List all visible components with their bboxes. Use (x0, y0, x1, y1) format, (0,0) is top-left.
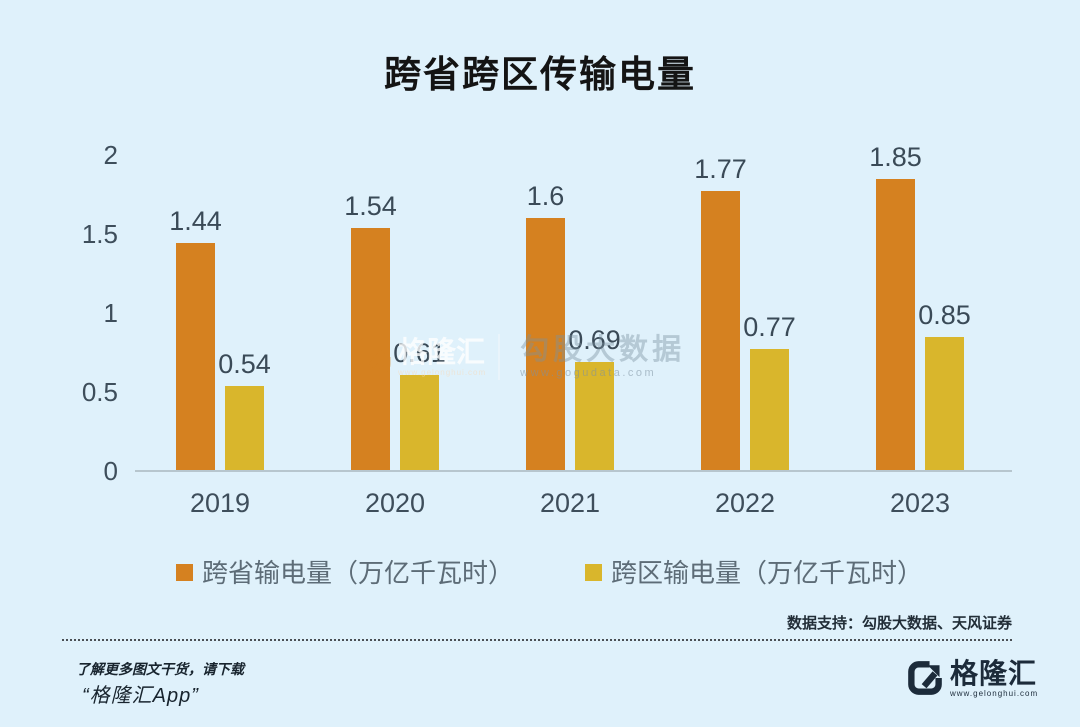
bar-value-label: 1.85 (869, 142, 922, 172)
promo-line2: “格隆汇App” (82, 685, 199, 707)
data-support-note: 数据支持：勾股大数据、天风证券 (786, 615, 1012, 632)
x-axis-line (135, 470, 1012, 472)
bar-value-label: 1.6 (526, 181, 565, 211)
legend-item-province: 跨省输电量（万亿千瓦时） (176, 557, 514, 589)
legend-label-region: 跨区输电量（万亿千瓦时） (611, 558, 924, 588)
x-tick-label: 2019 (189, 488, 251, 518)
bar-province-2019 (176, 243, 215, 471)
chart-title: 跨省跨区传输电量 (384, 54, 696, 95)
legend-label-province: 跨省输电量（万亿千瓦时） (202, 558, 515, 588)
x-tick-label: 2021 (539, 488, 601, 518)
bar-value-label: 0.69 (568, 325, 621, 355)
bar-province-2021 (526, 218, 565, 471)
legend-swatch-region (585, 564, 602, 581)
y-tick-label: 0 (103, 456, 118, 486)
bar-value-label: 1.54 (344, 191, 397, 221)
bar-value-label: 0.61 (393, 338, 446, 368)
y-tick-label: 1.5 (81, 219, 118, 249)
y-tick-label: 0.5 (81, 377, 118, 407)
footer-brand-text: 格隆汇 (950, 658, 1038, 689)
x-tick-label: 2020 (364, 488, 426, 518)
bar-value-label: 0.54 (218, 349, 271, 379)
footer-brand-logo: 格隆汇 www.gelonghui.com (905, 658, 1038, 698)
bar-region-2019 (225, 386, 264, 471)
bar-region-2022 (750, 349, 789, 471)
bar-value-label: 1.44 (169, 206, 222, 236)
bar-value-label: 1.77 (694, 154, 747, 184)
gelonghui-logo-icon (908, 661, 942, 695)
legend-swatch-province (176, 564, 193, 581)
promo-line1: 了解更多图文干货，请下载 (76, 661, 244, 677)
chart-plot: 2 1.5 1 0.5 0 1.44 1.54 1.6 1.77 1.85 0.54 0.61 0.6… (81, 140, 1012, 518)
bar-province-2022 (701, 191, 740, 471)
footer-brand-url: www.gelonghui.com (950, 689, 1039, 698)
bar-region-2020 (400, 375, 439, 471)
bar-region-2021 (575, 362, 614, 471)
footer-divider (62, 639, 1012, 641)
x-tick-label: 2023 (889, 488, 951, 518)
y-tick-label: 2 (103, 140, 118, 170)
x-tick-label: 2022 (714, 488, 776, 518)
bar-province-2023 (876, 179, 915, 471)
legend-item-region: 跨区输电量（万亿千瓦时） (585, 557, 923, 589)
bar-value-label: 0.77 (743, 312, 796, 342)
bar-value-label: 0.85 (918, 300, 971, 330)
y-tick-label: 1 (103, 298, 118, 328)
bar-region-2023 (925, 337, 964, 471)
footer-brand-text-block: 格隆汇 www.gelonghui.com (950, 658, 1039, 699)
